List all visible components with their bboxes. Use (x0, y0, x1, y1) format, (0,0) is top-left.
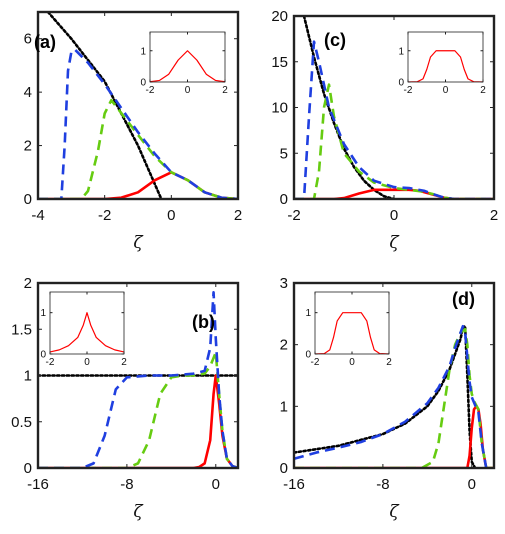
panel-d-inset-xtick-label: 0 (349, 357, 355, 368)
panel-a-xlabel: ζ (133, 233, 144, 253)
panel-a-ytick-label: 6 (24, 31, 32, 48)
panel-a-inset-xtick-label: 2 (222, 85, 228, 96)
panel-d-xtick-label: -16 (283, 476, 305, 493)
panel-b-xtick-label: -16 (27, 476, 49, 493)
panel-d-ytick-label: 3 (280, 275, 288, 292)
panel-b-inset: -2 0 201 (40, 291, 127, 368)
panel-d-inset-background (315, 292, 389, 354)
panel-c-inset-ytick-label: 1 (398, 46, 404, 57)
panel-c-ytick-label: 0 (280, 191, 288, 208)
panel-a-label: (a) (34, 32, 56, 52)
panel-d-xtick-label: -8 (376, 476, 389, 493)
panel-b-xtick-label: -8 (120, 476, 133, 493)
panel-d-ytick-label: 2 (280, 337, 288, 354)
panel-a-series-black-dotted (46, 12, 163, 199)
panel-d-series-blue-dashed (294, 324, 494, 468)
panel-c-ytick-label: 5 (280, 145, 288, 162)
panel-d-inset-series-red-solid (315, 312, 389, 354)
panel-b-ytick-label: 0 (24, 460, 32, 477)
panel-b-label: (b) (192, 312, 215, 332)
panel-d-ytick-label: 0 (280, 460, 288, 477)
panel-a-inset-xtick-label: -2 (146, 85, 155, 96)
panel-a-inset-ytick-label: 1 (140, 46, 146, 57)
panel-d-xlabel: ζ (389, 502, 400, 522)
panel-b-ytick-label: 2 (24, 275, 32, 292)
panel-d-ytick-label: 1 (280, 398, 288, 415)
panel-b-xtick-label: 0 (212, 476, 220, 493)
panel-d-inset-ytick-label: 1 (305, 308, 311, 319)
panel-c-ytick-label: 20 (271, 8, 288, 25)
panel-a-inset-ytick-label: 0 (140, 78, 146, 89)
panel-a-ytick-label: 2 (24, 138, 32, 155)
panel-d-inset-ytick-label: 0 (305, 350, 311, 361)
panel-c-series-blue-dashed (294, 40, 494, 199)
panel-c-xlabel: ζ (389, 233, 400, 253)
panel-b-ytick-label: 1.5 (11, 321, 32, 338)
panel-c-xtick-label: 0 (390, 207, 398, 224)
panel-d-label: (d) (452, 289, 475, 309)
panel-c-ytick-label: 15 (271, 54, 288, 71)
panel-b-ytick-label: 0.5 (11, 414, 32, 431)
panel-a-xtick-label: 2 (234, 207, 242, 224)
panel-d-inset: -2 0 201 (305, 291, 392, 368)
panel-d-xtick-label: 0 (468, 476, 476, 493)
panel-d-series-group (294, 324, 494, 468)
panel-c-inset-ytick-label: 0 (398, 78, 404, 89)
panel-a-xtick-label: -4 (31, 207, 44, 224)
panel-a-xtick-label: -2 (98, 207, 111, 224)
panel-b-series-blue-dashed (38, 290, 238, 468)
panel-c-inset-series-group (408, 50, 483, 82)
panel-c-inset-xtick-label: 0 (443, 85, 449, 96)
panel-b-inset-xtick-label: -2 (46, 357, 55, 368)
panel-d-inset-xtick-label: -2 (311, 357, 320, 368)
panel-a-xtick-label: 0 (167, 207, 175, 224)
panel-a-inset-xtick-label: 0 (185, 85, 191, 96)
panel-c-inset-series-red-solid (408, 50, 483, 82)
panel-c-inset: -2 0 201 (398, 31, 486, 96)
panel-d-frame (292, 281, 496, 470)
panel-d-inset-series-group (315, 312, 389, 354)
panel-b-inset-series-group (50, 312, 124, 353)
panel-c-inset-xtick-label: -2 (404, 85, 413, 96)
panel-b-xlabel: ζ (133, 502, 144, 522)
panel-c-inset-xtick-label: 2 (480, 85, 486, 96)
panel-a-inset-background (150, 32, 225, 82)
panel-b-inset-ytick-label: 1 (40, 308, 46, 319)
panel-a-inset-series-group (150, 50, 225, 82)
panel-b-inset-background (50, 292, 124, 354)
panel-a-inset-series-red-solid (150, 50, 225, 82)
panel-c-label: (c) (324, 30, 346, 50)
panel-b-inset-series-red-solid (50, 312, 124, 353)
panel-a-ytick-label: 0 (24, 191, 32, 208)
panel-a-frame (36, 10, 240, 201)
panel-c-series-green-dashed (294, 83, 494, 199)
panel-b-inset-ytick-label: 0 (40, 350, 46, 361)
panel-b-inset-xtick-label: 2 (121, 357, 127, 368)
panel-a-series-blue-dashed (38, 48, 238, 199)
panel-c-xtick-label: 2 (490, 207, 498, 224)
panel-c-ytick-label: 10 (271, 100, 288, 117)
panel-a-inset: -2 0 201 (140, 31, 228, 96)
panel-c-inset-background (408, 32, 483, 82)
panel-b-ytick-label: 1 (24, 368, 32, 385)
panel-b-inset-xtick-label: 0 (84, 357, 90, 368)
panel-b-series-green-dashed (38, 351, 238, 468)
panel-a-ytick-label: 4 (24, 84, 32, 101)
panel-c-xtick-label: -2 (287, 207, 300, 224)
panel-d-inset-xtick-label: 2 (386, 357, 392, 368)
